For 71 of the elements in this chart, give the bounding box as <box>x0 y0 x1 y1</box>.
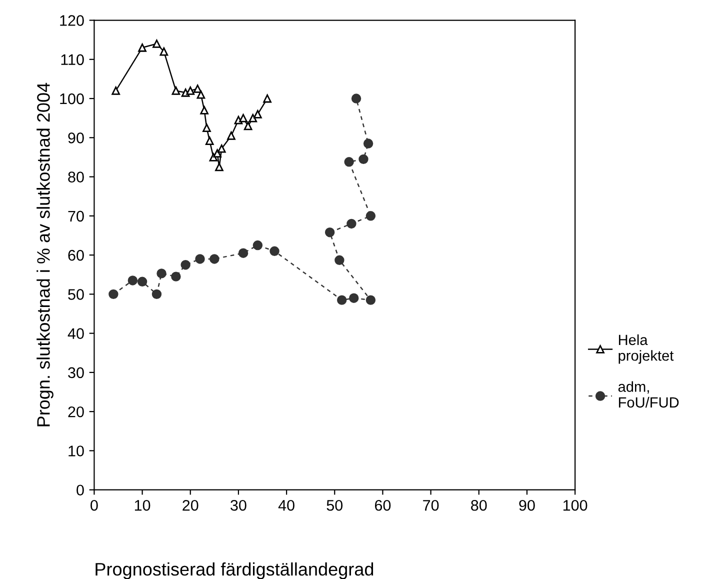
legend-label: adm, FoU/FUD <box>618 381 679 408</box>
point <box>334 255 344 265</box>
point <box>270 246 280 256</box>
point <box>252 240 263 250</box>
point <box>172 86 180 95</box>
point <box>215 162 224 172</box>
y-tick-label: 120 <box>60 15 84 26</box>
point <box>238 248 248 258</box>
y-tick-label: 90 <box>68 132 84 144</box>
point <box>195 254 205 264</box>
x-tick-label: 0 <box>90 500 98 511</box>
x-tick-label: 70 <box>423 500 439 511</box>
point <box>213 149 222 158</box>
point <box>346 218 356 229</box>
point <box>186 86 195 95</box>
point <box>196 90 206 99</box>
x-tick-label: 90 <box>519 500 535 511</box>
x-tick-label: 60 <box>374 500 391 511</box>
y-tick-label: 110 <box>61 54 84 66</box>
point <box>152 289 162 300</box>
y-tick-label: 80 <box>68 172 84 182</box>
point <box>263 94 272 103</box>
y-tick-label: 50 <box>68 289 84 300</box>
point <box>128 276 138 286</box>
point <box>193 84 202 93</box>
point <box>336 295 347 305</box>
point <box>239 114 248 122</box>
point <box>324 227 335 238</box>
point <box>358 154 368 164</box>
point <box>112 86 120 95</box>
point <box>171 272 181 282</box>
point <box>366 295 376 305</box>
x-tick-label: 10 <box>134 500 150 511</box>
y-tick-label: 0 <box>76 484 84 496</box>
point <box>152 40 161 48</box>
point <box>210 254 220 264</box>
point <box>205 136 214 145</box>
point <box>349 293 359 303</box>
y-tick-label: 100 <box>60 93 84 104</box>
point <box>254 110 262 118</box>
x-tick-label: 20 <box>182 500 198 511</box>
point <box>137 276 148 287</box>
point <box>217 144 226 153</box>
point <box>200 106 208 114</box>
point <box>156 268 166 278</box>
point <box>138 43 146 52</box>
x-tick-label: 80 <box>471 500 487 511</box>
point <box>363 138 374 148</box>
point <box>227 132 236 140</box>
y-tick-label: 40 <box>68 328 84 339</box>
point <box>202 124 211 132</box>
point <box>344 157 354 167</box>
y-tick-label: 20 <box>68 406 84 418</box>
point <box>108 289 118 300</box>
y-tick-label: 70 <box>68 210 84 222</box>
x-tick-label: 30 <box>230 500 246 511</box>
point <box>351 94 362 104</box>
x-axis-title: Prognostiserad färdigställandegrad <box>96 562 374 579</box>
y-tick-label: 10 <box>68 446 84 456</box>
point <box>366 211 376 221</box>
point <box>160 47 168 56</box>
point <box>244 122 252 130</box>
x-tick-label: 40 <box>278 500 294 511</box>
y-tick-label: 30 <box>68 367 84 378</box>
y-axis-title: Progn. slutkostnad i % av slutkostnad 2004 <box>36 82 54 426</box>
x-tick-label: 50 <box>326 500 343 511</box>
x-tick-label: 100 <box>563 500 588 511</box>
point <box>180 260 190 270</box>
y-tick-label: 60 <box>68 250 84 261</box>
legend-label: Hela projektet <box>618 334 674 364</box>
point <box>248 114 258 122</box>
